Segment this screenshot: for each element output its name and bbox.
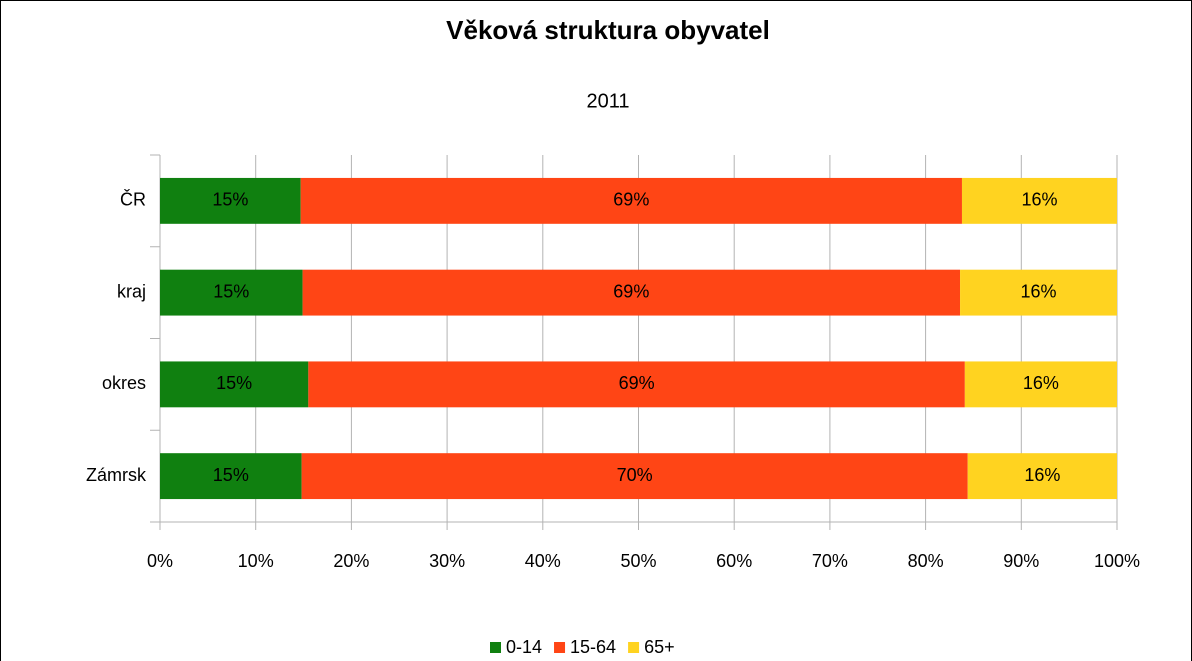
- bar-segment: [160, 453, 302, 500]
- bar-segment: [961, 177, 1117, 224]
- x-tick-label: 20%: [333, 551, 369, 571]
- x-tick-label: 0%: [147, 551, 173, 571]
- legend-swatch: [490, 642, 501, 653]
- data-label: 70%: [617, 465, 653, 485]
- data-label: 15%: [213, 465, 249, 485]
- legend-label: 65+: [644, 637, 675, 657]
- x-tick-label: 80%: [908, 551, 944, 571]
- bar-segment: [967, 453, 1117, 500]
- data-label: 15%: [212, 190, 248, 210]
- chart-title: Věková struktura obyvatel: [446, 15, 770, 45]
- data-label: 15%: [213, 281, 249, 301]
- bar-segment: [160, 177, 301, 224]
- x-tick-label: 10%: [238, 551, 274, 571]
- data-label: 69%: [613, 281, 649, 301]
- x-tick-label: 60%: [716, 551, 752, 571]
- chart-subtitle: 2011: [586, 90, 629, 112]
- data-label: 15%: [216, 373, 252, 393]
- data-label: 69%: [619, 373, 655, 393]
- x-tick-label: 70%: [812, 551, 848, 571]
- bar-segment: [308, 361, 965, 408]
- bar-segment: [960, 269, 1117, 316]
- y-tick-label: ČR: [120, 189, 146, 210]
- x-tick-label: 30%: [429, 551, 465, 571]
- bar-segment: [300, 177, 962, 224]
- bar-segment: [301, 453, 968, 500]
- data-label: 16%: [1021, 190, 1057, 210]
- data-label: 16%: [1023, 373, 1059, 393]
- bar-segment: [302, 269, 961, 316]
- legend-label: 0-14: [506, 637, 542, 657]
- x-tick-label: 50%: [620, 551, 656, 571]
- y-tick-label: kraj: [117, 281, 146, 301]
- x-tick-label: 100%: [1094, 551, 1140, 571]
- bar-segment: [160, 269, 303, 316]
- y-tick-label: okres: [102, 373, 146, 393]
- legend-label: 15-64: [570, 637, 616, 657]
- data-label: 16%: [1024, 465, 1060, 485]
- bar-segment: [160, 361, 309, 408]
- data-label: 69%: [613, 190, 649, 210]
- data-label: 16%: [1021, 281, 1057, 301]
- legend-swatch: [554, 642, 566, 653]
- x-tick-label: 40%: [525, 551, 561, 571]
- y-tick-label: Zámrsk: [86, 465, 147, 485]
- bar-segment: [964, 361, 1117, 408]
- legend-swatch: [628, 642, 640, 653]
- x-tick-label: 90%: [1003, 551, 1039, 571]
